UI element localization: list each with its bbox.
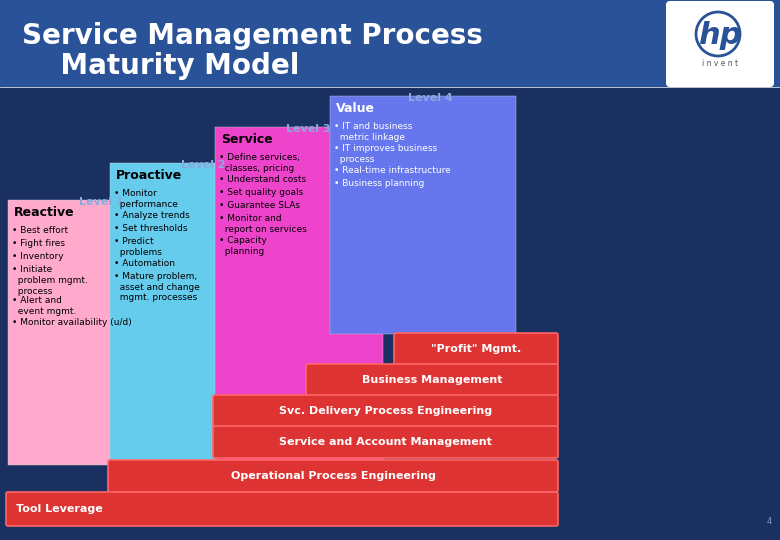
- Bar: [8, 200, 176, 465]
- Bar: [330, 96, 516, 334]
- Text: • Monitor availability (u/d): • Monitor availability (u/d): [12, 318, 132, 327]
- Text: • Mature problem,
  asset and change
  mgmt. processes: • Mature problem, asset and change mgmt.…: [114, 272, 200, 302]
- Text: "Profit" Mgmt.: "Profit" Mgmt.: [431, 344, 521, 354]
- Text: • Automation: • Automation: [114, 259, 175, 268]
- Bar: [0, 0, 780, 87]
- Text: • Analyze trends: • Analyze trends: [114, 211, 190, 220]
- Text: Level 2: Level 2: [180, 160, 225, 170]
- Text: Service Management Process: Service Management Process: [22, 22, 483, 50]
- Text: • Predict
  problems: • Predict problems: [114, 237, 162, 256]
- Text: • Initiate
  problem mgmt.
  process: • Initiate problem mgmt. process: [12, 265, 88, 295]
- Bar: [110, 163, 278, 463]
- Text: • Inventory: • Inventory: [12, 252, 64, 261]
- Text: Tool Leverage: Tool Leverage: [16, 504, 103, 514]
- FancyBboxPatch shape: [6, 492, 558, 526]
- Text: hp: hp: [698, 22, 742, 51]
- Text: • Fight fires: • Fight fires: [12, 239, 65, 248]
- Text: • Monitor
  performance: • Monitor performance: [114, 189, 178, 209]
- Text: • Define services,
  classes, pricing: • Define services, classes, pricing: [219, 153, 300, 173]
- Text: • IT and business
  metric linkage: • IT and business metric linkage: [334, 122, 413, 141]
- Text: • Set thresholds: • Set thresholds: [114, 224, 187, 233]
- Text: Level 4: Level 4: [408, 93, 453, 103]
- Text: Proactive: Proactive: [116, 169, 183, 182]
- Text: • Best effort: • Best effort: [12, 226, 68, 235]
- FancyBboxPatch shape: [108, 460, 558, 492]
- Text: • Real-time infrastructure: • Real-time infrastructure: [334, 166, 451, 175]
- Text: Maturity Model: Maturity Model: [22, 52, 300, 80]
- Text: 4: 4: [767, 517, 772, 526]
- Text: Level 3: Level 3: [285, 124, 330, 134]
- Text: • Understand costs: • Understand costs: [219, 175, 306, 184]
- Text: • IT improves business
  process: • IT improves business process: [334, 144, 437, 164]
- FancyBboxPatch shape: [394, 333, 558, 365]
- Text: Business Management: Business Management: [362, 375, 502, 385]
- Text: Reactive: Reactive: [14, 206, 75, 219]
- Text: • Business planning: • Business planning: [334, 179, 424, 188]
- Bar: [215, 127, 383, 463]
- Text: Value: Value: [336, 102, 375, 115]
- Text: Operational Process Engineering: Operational Process Engineering: [231, 471, 435, 481]
- FancyBboxPatch shape: [666, 1, 774, 87]
- Text: Service: Service: [221, 133, 273, 146]
- FancyBboxPatch shape: [213, 395, 558, 427]
- Text: • Monitor and
  report on services: • Monitor and report on services: [219, 214, 307, 234]
- FancyBboxPatch shape: [306, 364, 558, 396]
- Text: Svc. Delivery Process Engineering: Svc. Delivery Process Engineering: [279, 406, 492, 416]
- Text: • Capacity
  planning: • Capacity planning: [219, 236, 267, 256]
- Text: • Set quality goals: • Set quality goals: [219, 188, 303, 197]
- Text: • Alert and
  event mgmt.: • Alert and event mgmt.: [12, 296, 76, 316]
- Text: i n v e n t: i n v e n t: [702, 59, 738, 69]
- FancyBboxPatch shape: [213, 426, 558, 458]
- Text: Level 1: Level 1: [79, 197, 123, 207]
- Text: • Guarantee SLAs: • Guarantee SLAs: [219, 201, 300, 210]
- Text: Service and Account Management: Service and Account Management: [279, 437, 492, 447]
- Text: Thursday, 19 December 2003: Thursday, 19 December 2003: [8, 517, 133, 526]
